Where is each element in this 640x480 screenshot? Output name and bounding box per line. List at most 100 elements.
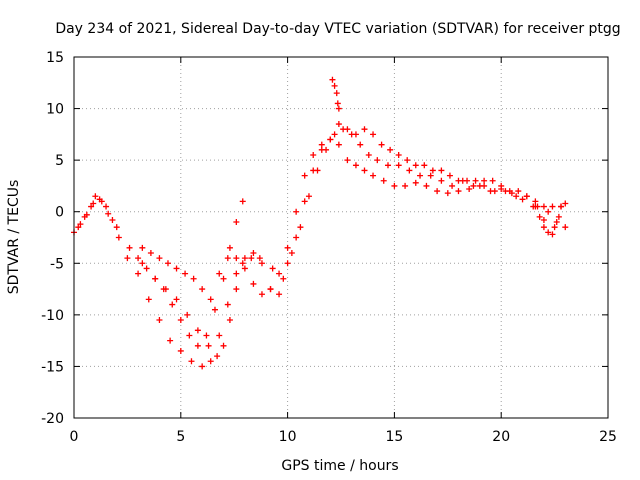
data-point-track-b [297, 224, 304, 231]
data-point-track-b [280, 275, 287, 282]
data-point-track-c [387, 146, 394, 153]
y-axis-label: SDTVAR / TECUs [6, 180, 22, 295]
data-point-track-d [233, 219, 240, 226]
data-point-track-d [152, 275, 159, 282]
grid [74, 57, 608, 418]
data-point-track-c [472, 177, 479, 184]
data-point-track-c [506, 188, 513, 195]
data-point-track-b [513, 193, 520, 200]
data-point-track-e [331, 82, 338, 89]
data-point-track-a [466, 186, 473, 193]
data-point-track-d [169, 301, 176, 308]
data-point-track-a [167, 337, 174, 344]
data-point-track-b [226, 317, 233, 324]
data-point-track-d [220, 275, 227, 282]
data-point-track-c [327, 136, 334, 143]
data-point-track-d [186, 332, 193, 339]
data-point-track-a [344, 157, 351, 164]
data-point-track-c [335, 121, 342, 128]
data-point-track-a [276, 270, 283, 277]
data-point-track-a [188, 358, 195, 365]
data-point-track-a [444, 190, 451, 197]
data-point-track-f [549, 231, 556, 238]
data-point-track-b [491, 188, 498, 195]
data-point-track-c [216, 270, 223, 277]
data-point-track-a [199, 363, 206, 370]
data-point-track-c [412, 162, 419, 169]
data-point-track-c [515, 188, 522, 195]
data-point-track-c [540, 203, 547, 210]
data-point-track-a [412, 179, 419, 186]
data-point-track-a [562, 224, 569, 231]
x-tick-label: 0 [70, 429, 79, 445]
data-point-track-d [143, 265, 150, 272]
data-point-track-b [194, 327, 201, 334]
data-point-track-b [374, 157, 381, 164]
data-point-track-c [429, 167, 436, 174]
data-point-track-b [305, 193, 312, 200]
data-point-track-a [241, 265, 248, 272]
data-point-track-e [334, 100, 341, 107]
data-point-track-b [449, 182, 456, 189]
data-point-track-b [438, 177, 445, 184]
data-point-track-c [258, 260, 265, 267]
data-point-track-e [333, 90, 340, 97]
data-point-track-c [395, 151, 402, 158]
data-point-track-c [352, 131, 359, 138]
y-tick-label: 0 [55, 205, 64, 221]
data-point-track-b [126, 244, 133, 251]
data-point-track-c [344, 126, 351, 133]
data-point-track-b [205, 342, 212, 349]
data-point-track-c [156, 255, 163, 262]
y-tick-label: 10 [46, 102, 64, 118]
data-point-track-f [536, 213, 543, 220]
data-point-track-a [177, 347, 184, 354]
data-point-track-b [269, 265, 276, 272]
data-point-track-b [417, 172, 424, 179]
data-point-track-c [310, 167, 317, 174]
x-tick-label: 20 [492, 429, 510, 445]
data-point-track-a [77, 221, 84, 228]
data-point-track-a [293, 208, 300, 215]
data-point-track-a [335, 141, 342, 148]
data-point-track-d [194, 342, 201, 349]
data-point-track-d [239, 198, 246, 205]
data-point-track-c [173, 265, 180, 272]
data-point-track-a [109, 216, 116, 223]
data-point-track-a [301, 172, 308, 179]
data-point-track-b [239, 260, 246, 267]
data-point-track-c [267, 286, 274, 293]
data-point-track-a [284, 244, 291, 251]
data-point-track-b [555, 213, 562, 220]
data-point-track-a [540, 216, 547, 223]
data-point-track-e [335, 105, 342, 112]
data-point-track-b [288, 249, 295, 256]
x-tick-label: 15 [385, 429, 403, 445]
data-point-track-a [455, 188, 462, 195]
data-point-track-b [220, 342, 227, 349]
data-point-track-d [211, 306, 218, 313]
data-point-track-a [370, 172, 377, 179]
data-point-track-b [384, 162, 391, 169]
data-point-track-f [562, 200, 569, 207]
data-point-track-c [207, 296, 214, 303]
data-point-track-c [301, 198, 308, 205]
y-tick-label: -10 [41, 308, 64, 324]
data-point-track-c [361, 126, 368, 133]
y-tick-label: 15 [46, 50, 64, 66]
data-point-track-c [378, 141, 385, 148]
x-tick-label: 10 [279, 429, 297, 445]
data-point-track-b [357, 141, 364, 148]
data-point-track-c [224, 255, 231, 262]
data-point-track-a [124, 255, 131, 262]
x-tick-label: 25 [599, 429, 617, 445]
data-point-track-c [438, 167, 445, 174]
data-point-track-a [115, 234, 122, 241]
data-point-track-d [135, 255, 142, 262]
data-point-track-f [532, 203, 539, 210]
data-point-track-a [423, 182, 430, 189]
data-point-track-b [481, 182, 488, 189]
data-point-track-b [365, 151, 372, 158]
data-point-track-a [551, 224, 558, 231]
data-point-track-d [177, 317, 184, 324]
